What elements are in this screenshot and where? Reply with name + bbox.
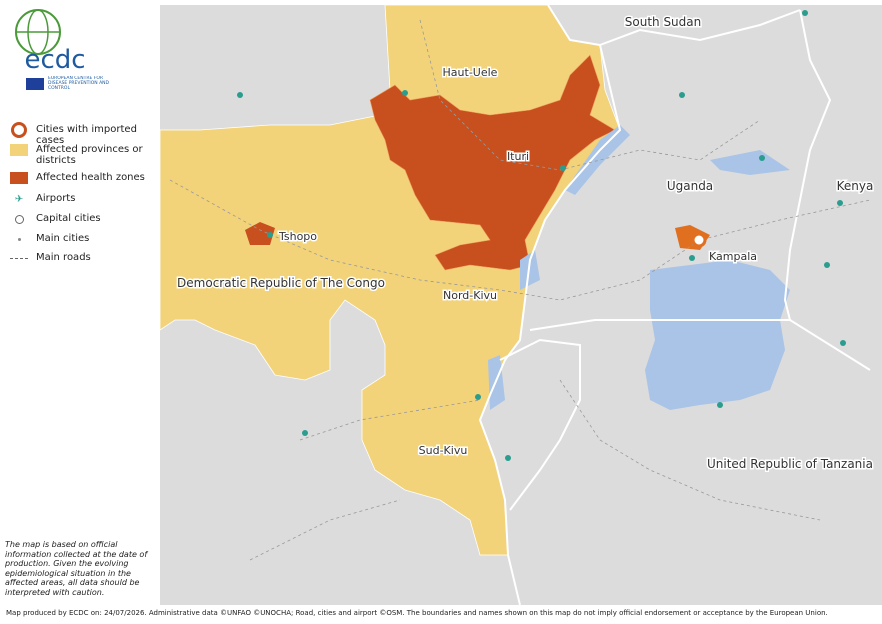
legend-item: Affected health zones xyxy=(10,172,160,184)
legend-item: Affected provinces or districts xyxy=(10,144,160,166)
airports xyxy=(237,10,846,461)
imported-case-city xyxy=(691,232,707,248)
borders xyxy=(478,4,871,605)
map-label: Haut-Uele xyxy=(443,66,498,79)
legend-item: Main roads xyxy=(10,252,160,263)
map: South Sudan Haut-Uele Ituri Tshopo Ugand… xyxy=(15,4,882,605)
disclaimer-note: The map is based on official information… xyxy=(5,540,148,597)
legend-label: Affected health zones xyxy=(36,172,145,183)
legend-item: Main cities xyxy=(10,233,160,245)
legend-label: Main cities xyxy=(36,233,90,244)
lakes xyxy=(488,125,790,410)
map-label: United Republic of Tanzania xyxy=(707,457,873,471)
legend-label: Airports xyxy=(36,193,76,204)
map-label: Kampala xyxy=(709,250,757,263)
legend-item: Capital cities xyxy=(10,213,160,225)
map-label: Nord-Kivu xyxy=(443,289,497,302)
map-label: Ituri xyxy=(507,150,529,163)
footer: Map produced by ECDC on: 24/07/2026. Adm… xyxy=(6,609,828,617)
map-label: South Sudan xyxy=(625,15,702,29)
affected-health-zone xyxy=(245,222,275,245)
legend-label: Affected provinces or districts xyxy=(36,144,143,166)
logo-subtitle: EUROPEAN CENTRE FOR DISEASE PREVENTION A… xyxy=(48,76,109,91)
logo-name: ecdc xyxy=(24,45,85,75)
map-label: Tshopo xyxy=(278,230,317,243)
affected-health-zones xyxy=(369,54,616,271)
main-roads xyxy=(169,19,871,561)
ecdc-logo: ecdc EUROPEAN CENTRE FOR DISEASE PREVENT… xyxy=(15,9,109,91)
legend-item: Cities with imported cases xyxy=(10,122,160,146)
map-label: Sud-Kivu xyxy=(419,444,468,457)
legend-label: Capital cities xyxy=(36,213,101,224)
map-label: Uganda xyxy=(667,179,713,193)
map-label: Democratic Republic of The Congo xyxy=(177,276,385,290)
legend-item: ✈ Airports xyxy=(14,193,76,205)
legend-label: Main roads xyxy=(36,252,91,263)
legend-label: Cities with imported cases xyxy=(36,124,137,146)
map-label: Kenya xyxy=(837,179,874,193)
